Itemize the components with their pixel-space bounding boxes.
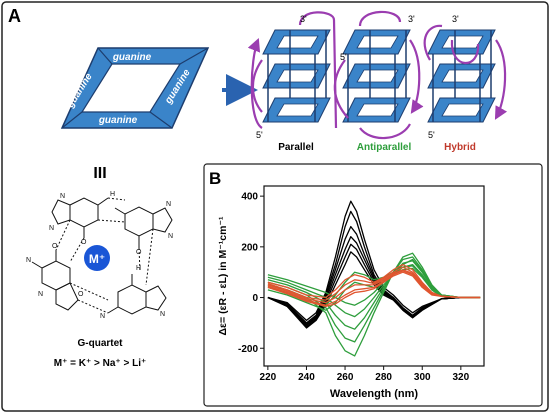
svg-text:N: N	[26, 257, 31, 264]
y-tick-label-0: -200	[238, 344, 258, 355]
parallel-label: Parallel	[278, 142, 314, 153]
metal-ion-label: M⁺	[89, 252, 105, 266]
svg-text:O: O	[136, 249, 142, 256]
y-axis-label: Δε= (εR - εL) in M⁻¹cm⁻¹	[217, 216, 229, 336]
svg-text:N: N	[100, 313, 105, 320]
y-tick-label-1: 0	[252, 293, 258, 304]
parallel-3prime: 3'	[300, 14, 307, 24]
ring-tl	[69, 197, 99, 228]
svg-text:N: N	[38, 291, 43, 298]
svg-text:N: N	[166, 201, 171, 208]
x-tick-label-2: 260	[337, 372, 354, 383]
series-layer	[267, 200, 481, 357]
svg-text:N: N	[160, 311, 165, 318]
cd-series-5	[267, 251, 481, 329]
hybrid-5prime: 5'	[428, 130, 435, 140]
svg-text:N: N	[168, 233, 173, 240]
x-tick-label-1: 240	[298, 372, 315, 383]
ring-tr	[124, 206, 154, 237]
svg-text:O: O	[81, 239, 87, 246]
panel-a-label: A	[8, 6, 21, 26]
g-quartet-title: G-quartet	[78, 338, 124, 349]
svg-text:O: O	[78, 291, 84, 298]
g-quartet-structure	[31, 197, 173, 315]
svg-text:O: O	[52, 243, 58, 250]
cd-series-6	[267, 252, 481, 357]
cd-series-14	[267, 266, 481, 301]
x-tick-label-0: 220	[260, 372, 277, 383]
cd-spectrum-chart: 220 240 260 280 300 320 -200 0 200 400 Wavelengt…	[217, 185, 485, 400]
antiparallel-3prime: 3'	[408, 14, 415, 24]
hybrid-label: Hybrid	[444, 142, 476, 153]
y-tick-label-2: 200	[241, 242, 258, 253]
x-tick-label-4: 300	[414, 372, 431, 383]
cd-series-3	[267, 236, 481, 327]
cd-series-16	[267, 270, 481, 306]
x-ticks: 220 240 260 280 300 320	[260, 366, 470, 383]
cd-series-0	[267, 200, 481, 322]
antiparallel-5prime: 5'	[340, 52, 347, 62]
svg-text:H: H	[110, 191, 115, 198]
antiparallel-label: Antiparallel	[357, 142, 412, 153]
panel-b-label: B	[209, 169, 221, 188]
equivalence-symbol: III	[93, 165, 106, 182]
x-axis-label: Wavelength (nm)	[330, 388, 419, 400]
atom-labels: N N N N N N N N H H O O O O	[26, 191, 173, 320]
x-tick-label-3: 280	[375, 372, 392, 383]
x-tick-label-5: 320	[452, 372, 469, 383]
structure-antiparallel: 3' 5' Antiparallel	[333, 10, 424, 153]
plot-area	[263, 185, 485, 367]
guanine-quartet-plane: guanine guanine guanine guanine	[60, 47, 210, 129]
svg-text:N: N	[60, 193, 65, 200]
structure-parallel: 3' 5' Parallel	[247, 11, 338, 153]
ring-br	[117, 284, 147, 315]
y-tick-label-3: 400	[241, 192, 258, 203]
parallel-5prime: 5'	[256, 130, 263, 140]
guanine-label-bottom: guanine	[98, 115, 138, 126]
metal-ion	[84, 245, 110, 271]
svg-text:H: H	[136, 265, 141, 272]
metal-order: M⁺ = K⁺ > Na⁺ > Li⁺	[54, 358, 147, 369]
guanine-label-top: guanine	[112, 52, 152, 63]
hybrid-3prime: 3'	[452, 14, 459, 24]
y-ticks: -200 0 200 400	[238, 192, 264, 355]
svg-text:N: N	[49, 225, 54, 232]
cd-series-17	[267, 271, 481, 308]
structure-hybrid: 3' 5' Hybrid	[423, 14, 508, 153]
